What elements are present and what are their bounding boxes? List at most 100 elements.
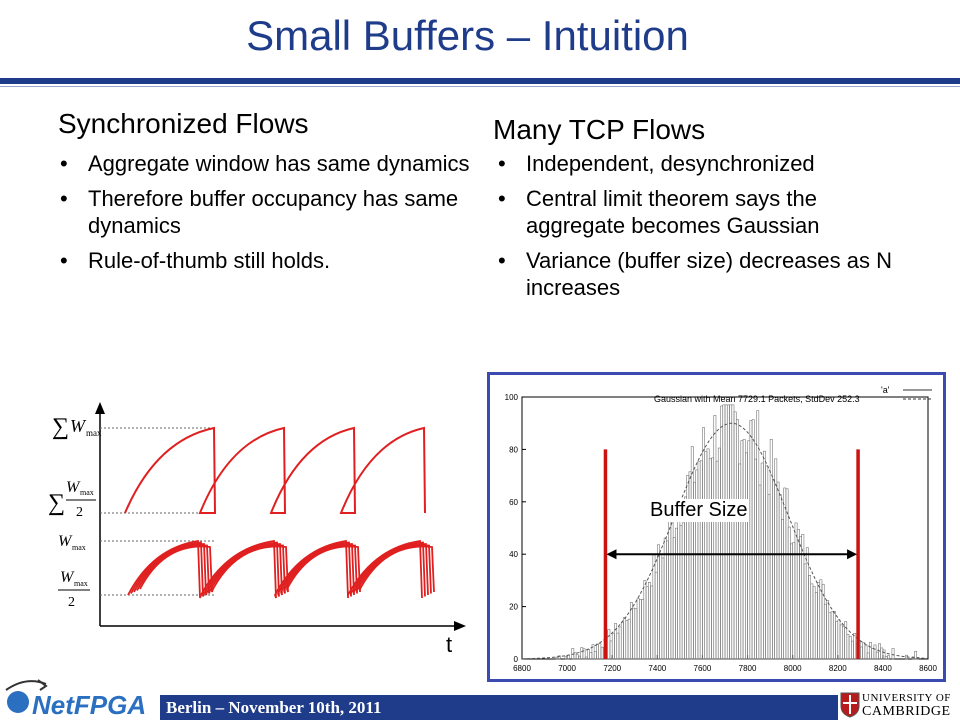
histogram-bar: [584, 656, 588, 660]
histogram-bar: [668, 519, 672, 660]
histogram-bar: [778, 494, 782, 660]
histogram-bar: [715, 460, 719, 660]
histogram-bar: [641, 599, 645, 660]
histogram-bar: [767, 493, 771, 660]
histogram-bar: [670, 518, 674, 660]
histogram-bar: [758, 484, 762, 660]
histogram-bar: [742, 439, 746, 660]
label-w-3: W: [58, 533, 73, 550]
histogram-bar: [557, 655, 561, 660]
footer-bar: [160, 695, 960, 720]
label-two-2: 2: [76, 505, 83, 520]
cambridge-shield-icon: [840, 692, 860, 718]
sawtooth-aggregate: [124, 426, 426, 514]
histogram-bar: [810, 583, 814, 660]
histogram-bar: [704, 451, 708, 660]
left-bullet-1: Aggregate window has same dynamics: [56, 150, 476, 177]
histogram-bar: [690, 446, 694, 660]
histogram-bar: [623, 617, 627, 660]
histogram-bar: [699, 460, 703, 660]
sawtooth-flow-5: [139, 545, 435, 593]
y-tick-label: 100: [505, 393, 519, 402]
histogram-bar: [596, 643, 599, 660]
histogram-bar: [738, 463, 742, 660]
histogram-bar: [681, 522, 685, 660]
histogram-bar: [828, 612, 832, 660]
cambridge-logo-line2: CAMBRIDGE: [862, 704, 951, 719]
left-bullet-3: Rule-of-thumb still holds.: [56, 247, 476, 274]
histogram-bar: [869, 642, 872, 660]
histogram-bar: [803, 563, 807, 660]
histogram-bar: [648, 582, 651, 660]
left-heading: Synchronized Flows: [58, 108, 309, 139]
cambridge-logo-line1: UNIVERSITY OF: [862, 692, 951, 704]
histogram-bar: [783, 487, 787, 660]
histogram-bar: [887, 655, 890, 660]
histogram-bar: [801, 534, 805, 660]
x-tick-label: 7600: [694, 664, 712, 673]
right-bullet-1: Independent, desynchronized: [494, 150, 914, 177]
histogram-bar: [661, 557, 665, 660]
title-rule-thin: [0, 86, 960, 87]
netfpga-logo-orb: [7, 691, 29, 713]
slide-title: Small Buffers – Intuition: [246, 12, 689, 59]
buffer-arrowhead-right: [847, 549, 858, 560]
histogram-bar: [729, 404, 733, 660]
histogram-bar: [745, 452, 748, 660]
x-tick-label: 8200: [829, 664, 847, 673]
histogram-bar: [708, 458, 712, 660]
histogram-bar: [654, 571, 658, 660]
histogram-bar: [749, 420, 753, 660]
histogram-bar: [914, 650, 918, 660]
histogram-bar: [677, 510, 681, 660]
histogram-bar: [600, 646, 604, 660]
label-w-2: W: [66, 479, 81, 496]
x-tick-label: 8400: [874, 664, 892, 673]
legend-gaussian: Gaussian with Mean 7729.1 Packets, StdDe…: [654, 394, 860, 404]
histogram-bar: [760, 462, 764, 660]
histogram-bar: [713, 415, 717, 660]
x-tick-label: 8600: [919, 664, 937, 673]
netfpga-logo-tick: [37, 679, 48, 691]
histogram-bar: [862, 642, 866, 660]
histogram-bar: [860, 646, 863, 660]
buffer-arrowhead-left: [606, 549, 617, 560]
histogram-bar: [643, 580, 647, 660]
y-tick-label: 0: [514, 655, 519, 664]
buffer-markers: [603, 449, 860, 659]
label-max-1: max: [86, 428, 102, 438]
histogram-bar: [754, 458, 757, 660]
histogram-bar: [839, 624, 843, 660]
histogram-bar: [650, 585, 654, 660]
histogram-bar: [634, 608, 638, 660]
histogram-bar: [702, 427, 705, 660]
histogram-bar: [679, 524, 683, 660]
histogram-bar: [652, 554, 656, 660]
label-two-4: 2: [68, 595, 75, 610]
histogram-bar: [812, 586, 816, 660]
histogram-bar: [675, 527, 678, 660]
x-tick-label: 7400: [648, 664, 666, 673]
histogram-bar: [851, 640, 854, 660]
histogram-bar: [873, 644, 877, 660]
histogram-bar: [830, 611, 834, 660]
right-heading: Many TCP Flows: [493, 114, 706, 145]
y-tick-label: 60: [509, 498, 518, 507]
histogram-bar: [765, 465, 769, 660]
histogram-bar: [837, 619, 841, 660]
x-tick-label: 7800: [739, 664, 757, 673]
histogram-bar: [787, 526, 791, 660]
histogram-bar: [666, 540, 669, 660]
histogram-bar: [774, 458, 778, 660]
histogram-bar: [835, 621, 839, 660]
histogram-bar: [575, 654, 579, 660]
histogram-bar: [627, 618, 631, 660]
histogram-bar: [582, 648, 586, 660]
label-w-4: W: [60, 569, 75, 586]
x-tick-label: 6800: [513, 664, 531, 673]
histogram-bar: [580, 647, 584, 660]
histogram-bar: [555, 656, 559, 660]
histogram-bar: [659, 553, 663, 660]
histogram-bar: [616, 632, 620, 660]
x-axis-arrow: [454, 621, 466, 631]
